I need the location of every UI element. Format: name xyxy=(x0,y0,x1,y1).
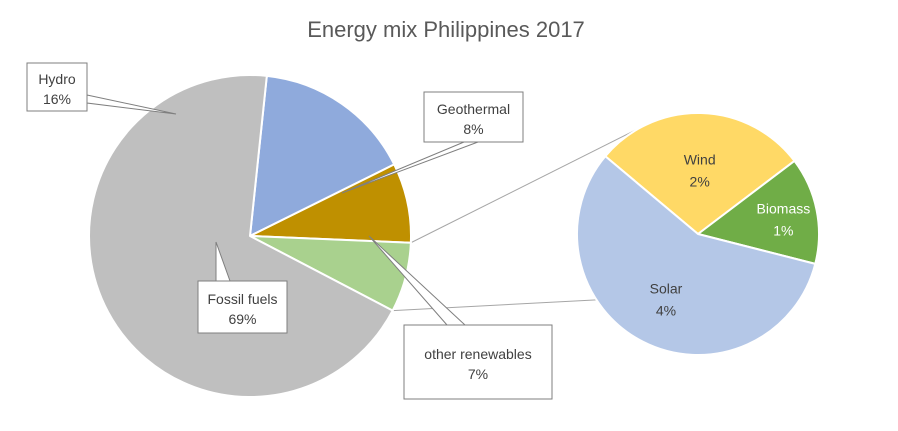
callout-box xyxy=(403,324,553,400)
label-geothermal-value: 8% xyxy=(463,121,483,137)
label-biomass-name: Biomass xyxy=(757,201,811,217)
label-hydro-name: Hydro xyxy=(38,71,76,87)
slice-solar xyxy=(576,155,817,356)
secondary-pie xyxy=(576,112,820,356)
label-wind-value: 2% xyxy=(690,173,710,189)
connector-line-bottom xyxy=(392,299,597,312)
main-pie xyxy=(88,74,412,398)
callout-box xyxy=(26,62,88,112)
label-fossil-fuels-name: Fossil fuels xyxy=(207,291,277,307)
data-labels: Fossil fuels 69% Hydro 16% Geothermal 8% other… xyxy=(26,62,811,400)
callout-hydro: Hydro 16% xyxy=(26,62,177,115)
connector-lines xyxy=(392,123,648,312)
connector-line-top xyxy=(410,123,648,244)
slice-biomass xyxy=(697,159,820,265)
label-solar-value: 4% xyxy=(656,302,676,318)
callout-box xyxy=(197,280,288,334)
label-other-renewables-value: 7% xyxy=(468,366,488,382)
label-fossil-fuels-value: 69% xyxy=(228,311,256,327)
callout-other-renewables: other renewables 7% xyxy=(368,235,553,400)
label-biomass-value: 1% xyxy=(773,223,793,239)
label-hydro-value: 16% xyxy=(43,91,71,107)
chart-title: Energy mix Philippines 2017 xyxy=(307,17,585,42)
slice-hydro xyxy=(249,74,396,237)
callout-box xyxy=(423,91,524,143)
callout-fossil-fuels: Fossil fuels 69% xyxy=(197,241,288,334)
label-other-renewables-name: other renewables xyxy=(424,346,531,362)
slice-wind xyxy=(604,112,796,235)
label-solar-name: Solar xyxy=(650,280,683,296)
callout-geothermal: Geothermal 8% xyxy=(341,91,524,194)
slice-fossil-fuels xyxy=(88,74,394,398)
label-geothermal-name: Geothermal xyxy=(437,101,510,117)
label-wind-name: Wind xyxy=(684,151,716,167)
